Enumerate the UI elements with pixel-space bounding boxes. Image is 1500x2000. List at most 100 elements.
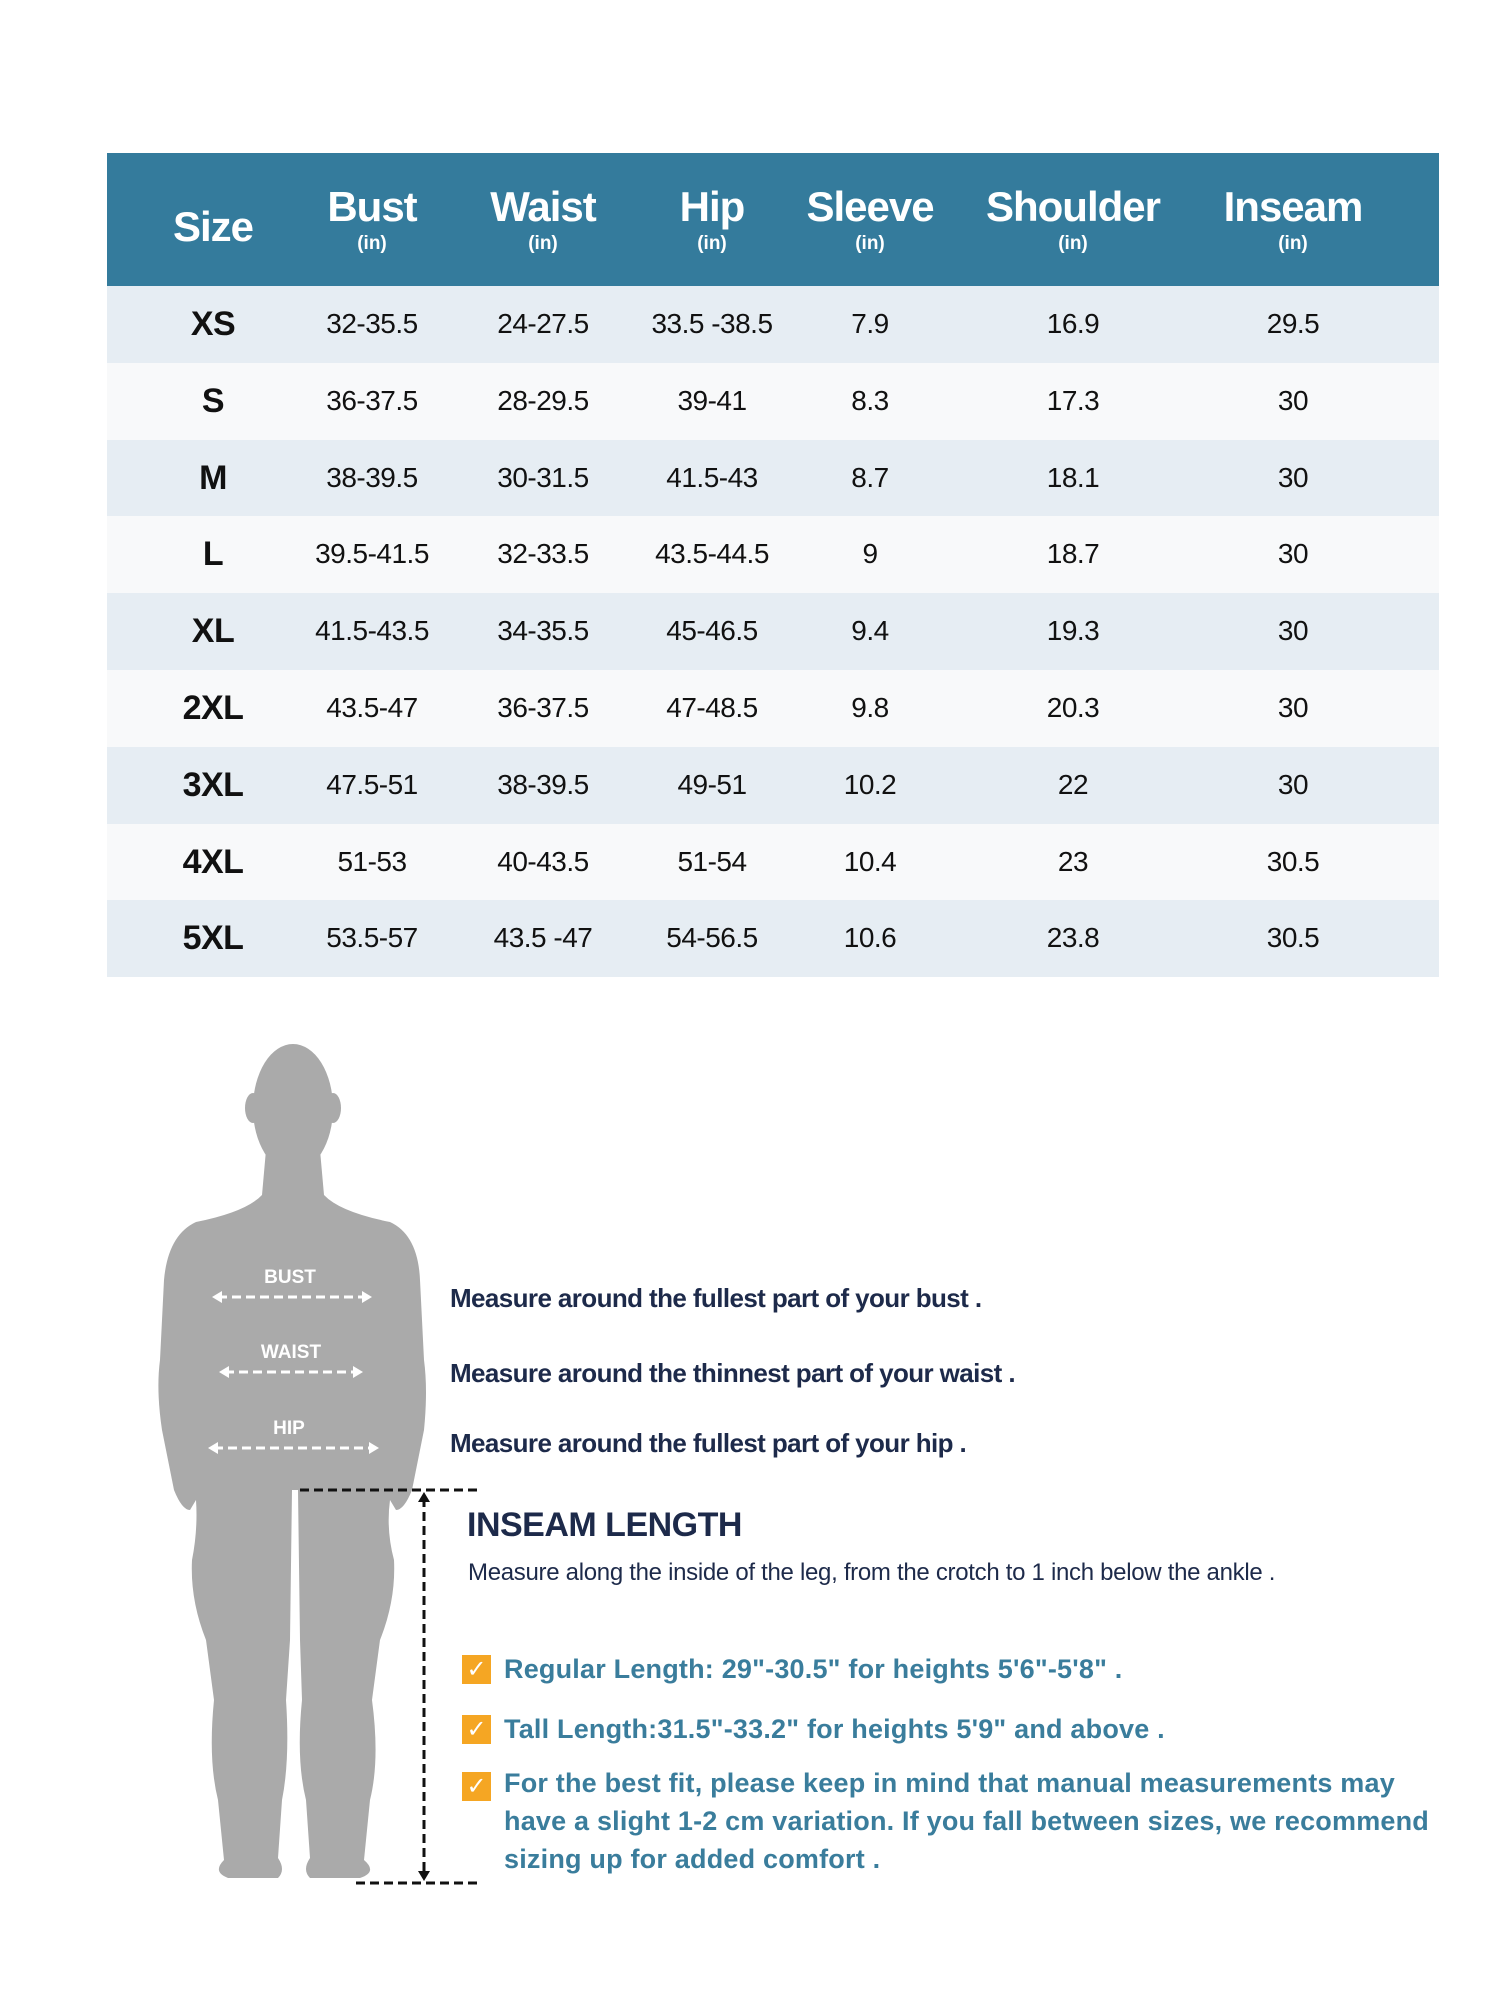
header-label: Hip (679, 183, 746, 230)
table-row: 5XL 53.5-57 43.5 -47 54-56.5 10.6 23.8 30.5 (107, 900, 1439, 978)
value-cell: 32-33.5 (497, 538, 589, 570)
value-cell: 7.9 (851, 308, 889, 339)
value-cell: 30 (1277, 384, 1309, 416)
value-cell: 51-54 (677, 845, 747, 877)
table-row: 3XL 47.5-51 38-39.5 49-51 10.2 22 30 (107, 746, 1439, 824)
header-unit: (in) (1058, 233, 1088, 254)
value-cell: 43.5-44.5 (655, 538, 769, 570)
header-unit: (in) (697, 233, 727, 254)
value-cell: 22 (1057, 768, 1089, 800)
value-cell: 30 (1277, 461, 1309, 493)
value-cell: 51-53 (337, 845, 407, 877)
value-cell: 47.5-51 (326, 768, 418, 800)
hip-label: HIP (273, 1418, 305, 1439)
value-cell: 39.5-41.5 (315, 538, 429, 570)
checkmark-icon: ✓ (462, 1655, 491, 1684)
value-cell: 33.5 -38.5 (651, 308, 773, 339)
header-inseam: Inseam (in) (1193, 153, 1393, 286)
header-unit: (in) (357, 233, 387, 254)
value-cell: 17.3 (1046, 384, 1100, 416)
value-cell: 18.1 (1046, 461, 1100, 493)
header-unit: (in) (855, 233, 885, 254)
value-cell: 8.3 (851, 384, 889, 416)
value-cell: 23.8 (1046, 922, 1100, 954)
size-cell: S (201, 381, 225, 420)
value-cell: 29.5 (1266, 308, 1320, 339)
value-cell: 30.5 (1266, 845, 1320, 877)
table-row: L 39.5-41.5 32-33.5 43.5-44.5 9 18.7 30 (107, 516, 1439, 594)
value-cell: 39-41 (677, 384, 747, 416)
header-unit: (in) (528, 233, 558, 254)
value-cell: 16.9 (1046, 308, 1100, 339)
header-bust: Bust (in) (272, 153, 472, 286)
value-cell: 41.5-43 (666, 461, 758, 493)
header-size: Size (113, 153, 313, 286)
value-cell: 30.5 (1266, 922, 1320, 954)
value-cell: 19.3 (1046, 615, 1100, 647)
size-chart-table: Size Bust (in) Waist (in) Hip (in) Sleeve (i… (107, 153, 1439, 978)
note-best-fit: For the best fit, please keep in mind th… (504, 1768, 1430, 1874)
value-cell: 36-37.5 (326, 384, 418, 416)
header-sleeve: Sleeve (in) (770, 153, 970, 286)
note-regular-length: Regular Length: 29"-30.5" for heights 5'… (504, 1654, 1123, 1684)
size-cell: XS (190, 305, 236, 343)
value-cell: 53.5-57 (326, 922, 418, 954)
arrowheads (208, 1291, 379, 1454)
header-hip: Hip (in) (612, 153, 812, 286)
value-cell: 32-35.5 (326, 308, 418, 339)
header-waist: Waist (in) (443, 153, 643, 286)
value-cell: 9.8 (851, 691, 889, 723)
value-cell: 49-51 (677, 768, 747, 800)
size-cell: 3XL (182, 765, 244, 804)
header-label: Shoulder (985, 183, 1161, 230)
value-cell: 30 (1277, 691, 1309, 723)
note-tall-length: Tall Length:31.5"-33.2" for heights 5'9"… (504, 1714, 1165, 1744)
value-cell: 30-31.5 (497, 461, 589, 493)
value-cell: 45-46.5 (666, 615, 758, 647)
value-cell: 38-39.5 (326, 461, 418, 493)
size-cell: M (199, 458, 227, 497)
value-cell: 10.4 (843, 845, 897, 877)
hip-instruction: Measure around the fullest part of your … (450, 1428, 967, 1458)
size-cell: 5XL (182, 919, 244, 958)
value-cell: 30 (1277, 538, 1309, 570)
table-row: 2XL 43.5-47 36-37.5 47-48.5 9.8 20.3 30 (107, 669, 1439, 747)
table-header: Size Bust (in) Waist (in) Hip (in) Sleeve (i… (107, 153, 1439, 286)
waist-label: WAIST (261, 1342, 322, 1363)
value-cell: 10.2 (843, 768, 897, 800)
bust-label: BUST (264, 1267, 316, 1288)
value-cell: 36-37.5 (497, 691, 589, 723)
table-row: XL 41.5-43.5 34-35.5 45-46.5 9.4 19.3 30 (107, 593, 1439, 670)
inseam-description: Measure along the inside of the leg, fro… (468, 1559, 1276, 1586)
checkmark-icon: ✓ (462, 1715, 491, 1744)
value-cell: 54-56.5 (666, 922, 758, 954)
header-label: Inseam (1223, 183, 1364, 230)
size-cell: L (202, 535, 224, 574)
value-cell: 47-48.5 (666, 691, 758, 723)
table-row: XS 32-35.5 24-27.5 33.5 -38.5 7.9 16.9 29.5 (107, 286, 1439, 363)
value-cell: 28-29.5 (497, 384, 589, 416)
value-cell: 23 (1057, 845, 1089, 877)
value-cell: 10.6 (843, 922, 897, 954)
size-cell: 4XL (182, 842, 244, 881)
value-cell: 20.3 (1046, 691, 1100, 723)
header-shoulder: Shoulder (in) (973, 153, 1173, 286)
silhouette-icon (158, 1044, 426, 1878)
inseam-guide-lines (300, 1488, 480, 1885)
value-cell: 9 (862, 538, 878, 570)
inseam-title: INSEAM LENGTH (467, 1506, 742, 1544)
value-cell: 30 (1277, 768, 1309, 800)
value-cell: 40-43.5 (497, 845, 589, 877)
header-label: Sleeve (806, 183, 934, 230)
value-cell: 34-35.5 (497, 615, 589, 647)
value-cell: 43.5-47 (326, 691, 418, 723)
value-cell: 8.7 (851, 461, 889, 493)
table-body: XS 32-35.5 24-27.5 33.5 -38.5 7.9 16.9 29.5 S 36… (107, 286, 1439, 978)
header-label: Size (172, 203, 254, 250)
header-unit: (in) (1278, 233, 1308, 254)
table-row: 4XL 51-53 40-43.5 51-54 10.4 23 30.5 (107, 823, 1439, 901)
value-cell: 30 (1277, 615, 1309, 647)
header-label: Waist (490, 183, 596, 230)
value-cell: 9.4 (851, 615, 889, 647)
value-cell: 43.5 -47 (493, 922, 593, 954)
